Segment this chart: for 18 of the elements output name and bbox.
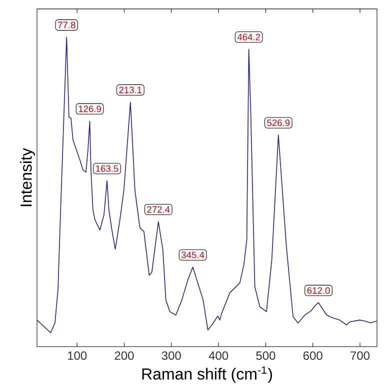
x-tick-label: 500	[256, 351, 276, 360]
annotation: 345.4	[181, 252, 204, 258]
annotation: 77.8	[58, 22, 76, 28]
annotation: 126.9	[78, 106, 101, 112]
x-tick-label: 100	[68, 351, 87, 360]
x-tick-label: 700	[350, 351, 370, 360]
annotation: 213.1	[119, 86, 142, 94]
x-tick-label: 400	[208, 351, 228, 360]
annotation: 612.0	[307, 287, 330, 294]
annotation: 272.4	[147, 206, 170, 213]
x-axis-title: Raman shift (cm$^{-1}$)	[142, 366, 272, 383]
x-tick-label: 200	[114, 351, 134, 360]
annotation: 464.2	[237, 34, 260, 40]
annotation: 163.5	[96, 165, 118, 172]
x-tick-label: 600	[303, 351, 322, 360]
x-tick-label: 300	[162, 351, 181, 360]
annotation: 526.9	[267, 119, 290, 126]
y-axis-title: Intensity	[20, 148, 35, 206]
